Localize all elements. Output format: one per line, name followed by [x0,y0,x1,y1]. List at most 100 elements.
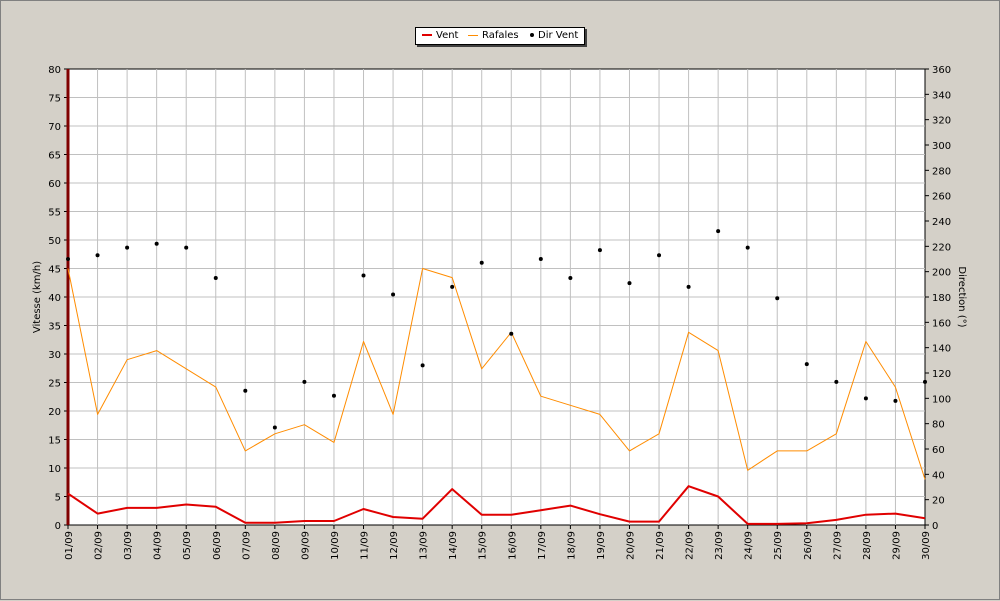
point-dir-vent [804,362,809,367]
point-dir-vent [95,253,100,258]
point-dir-vent [568,276,573,280]
point-dir-vent [775,296,780,301]
point-dir-vent [361,273,366,278]
point-dir-vent [125,245,130,250]
x-tick-label: 17/09 [537,531,548,560]
y-tick-label: 80 [48,65,61,76]
point-dir-vent [420,363,425,368]
point-dir-vent [213,276,218,280]
x-tick-label: 11/09 [360,531,371,560]
legend-label-vent: Vent [436,30,459,41]
point-dir-vent [745,245,750,250]
x-tick-label: 08/09 [271,531,282,560]
x-tick-label: 05/09 [182,531,193,560]
y2-tick-label: 260 [932,192,951,203]
point-dir-vent [391,292,396,297]
point-dir-vent [479,260,484,265]
point-dir-vent [302,379,307,384]
y2-tick-label: 40 [932,470,945,481]
point-dir-vent [243,388,248,393]
y-tick-label: 75 [48,94,61,105]
y-axis-label: Vitesse (km/h) [32,261,43,333]
y2-tick-label: 0 [932,521,938,532]
legend-item-dir-vent: Dir Vent [528,30,578,42]
legend-swatch-vent [422,34,432,36]
y2-tick-label: 80 [932,420,945,431]
x-tick-label: 23/09 [714,531,725,560]
point-dir-vent [686,284,691,289]
x-tick-label: 12/09 [389,531,400,560]
x-tick-label: 24/09 [744,531,755,560]
y2-tick-label: 160 [932,318,951,329]
y-tick-label: 55 [48,208,61,219]
legend-item-rafales: Rafales [468,30,519,42]
point-dir-vent [154,241,159,246]
point-dir-vent [863,396,868,401]
x-tick-label: 26/09 [803,531,814,560]
x-tick-label: 30/09 [921,531,932,560]
x-tick-label: 15/09 [478,531,489,560]
legend: Vent Rafales Dir Vent [415,27,585,45]
x-tick-label: 16/09 [507,531,518,560]
series-layer [66,229,927,525]
point-dir-vent [509,331,514,336]
y2-tick-label: 20 [932,496,945,507]
y2-tick-label: 340 [932,90,951,101]
legend-swatch-rafales [468,34,478,36]
x-tick-label: 25/09 [773,531,784,560]
y-tick-label: 65 [48,151,61,162]
y-tick-label: 50 [48,236,61,247]
legend-label-rafales: Rafales [482,30,519,41]
y-tick-label: 10 [48,464,61,475]
y-tick-label: 25 [48,379,61,390]
x-tick-label: 07/09 [241,531,252,560]
x-tick-label: 04/09 [153,531,164,560]
point-dir-vent [597,248,602,253]
point-dir-vent [834,379,839,384]
y-tick-label: 5 [55,493,61,504]
y2-tick-label: 360 [932,65,951,76]
x-tick-label: 28/09 [862,531,873,560]
y2-tick-label: 60 [932,445,945,456]
y-tick-label: 0 [55,521,61,532]
x-tick-label: 18/09 [566,531,577,560]
y2-tick-label: 280 [932,166,951,177]
series-line-rafales [67,268,926,480]
point-dir-vent [272,425,277,430]
point-dir-vent [450,284,455,289]
x-tick-label: 09/09 [300,531,311,560]
y2-tick-label: 140 [932,344,951,355]
y2-tick-label: 100 [932,394,951,405]
point-dir-vent [657,253,662,258]
x-tick-label: 19/09 [596,531,607,560]
y-tick-label: 40 [48,293,61,304]
point-dir-vent [716,229,721,234]
y2-tick-label: 180 [932,293,951,304]
y-tick-label: 35 [48,322,61,333]
x-tick-label: 13/09 [419,531,430,560]
y-tick-label: 30 [48,350,61,361]
x-tick-label: 27/09 [832,531,843,560]
legend-item-vent: Vent [422,30,458,42]
x-tick-label: 20/09 [625,531,636,560]
y2-tick-label: 200 [932,268,951,279]
y2-tick-label: 220 [932,242,951,253]
legend-swatch-dir-vent [530,33,534,37]
point-dir-vent [923,379,927,384]
point-dir-vent [66,257,70,261]
point-dir-vent [184,245,189,250]
grid-lines [68,69,925,525]
y-tick-label: 20 [48,407,61,418]
y2-tick-label: 300 [932,141,951,152]
y-tick-label: 15 [48,436,61,447]
point-dir-vent [893,398,898,403]
y-tick-label: 60 [48,179,61,190]
x-tick-label: 06/09 [212,531,223,560]
legend-label-dir-vent: Dir Vent [538,30,579,41]
y2-tick-label: 320 [932,116,951,127]
x-tick-label: 14/09 [448,531,459,560]
point-dir-vent [538,257,543,261]
y2-tick-label: 240 [932,217,951,228]
